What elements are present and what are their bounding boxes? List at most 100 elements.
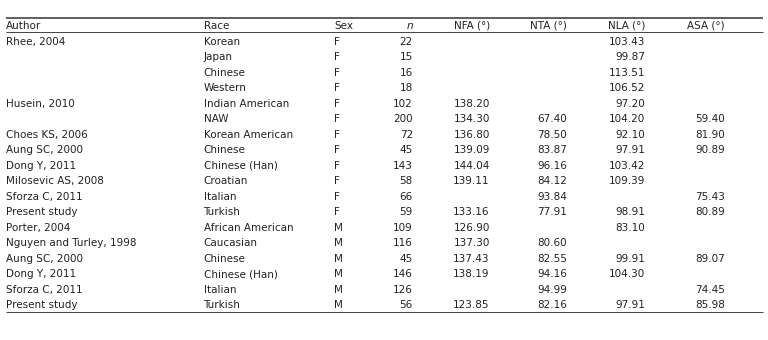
Text: F: F bbox=[334, 176, 340, 186]
Text: 138.20: 138.20 bbox=[453, 99, 490, 108]
Text: F: F bbox=[334, 83, 340, 93]
Text: Sforza C, 2011: Sforza C, 2011 bbox=[6, 285, 83, 295]
Text: 103.43: 103.43 bbox=[609, 37, 645, 47]
Text: 136.80: 136.80 bbox=[453, 130, 490, 140]
Text: Milosevic AS, 2008: Milosevic AS, 2008 bbox=[6, 176, 104, 186]
Text: Sex: Sex bbox=[334, 21, 353, 31]
Text: F: F bbox=[334, 68, 340, 78]
Text: NAW: NAW bbox=[204, 114, 228, 124]
Text: F: F bbox=[334, 37, 340, 47]
Text: Italian: Italian bbox=[204, 285, 236, 295]
Text: 74.45: 74.45 bbox=[695, 285, 725, 295]
Text: 113.51: 113.51 bbox=[608, 68, 645, 78]
Text: Present study: Present study bbox=[6, 207, 78, 217]
Text: Chinese (Han): Chinese (Han) bbox=[204, 160, 277, 171]
Text: 123.85: 123.85 bbox=[453, 300, 490, 310]
Text: 96.16: 96.16 bbox=[537, 160, 567, 171]
Text: M: M bbox=[334, 285, 343, 295]
Text: Italian: Italian bbox=[204, 192, 236, 202]
Text: 45: 45 bbox=[399, 254, 413, 264]
Text: Korean American: Korean American bbox=[204, 130, 293, 140]
Text: 59.40: 59.40 bbox=[695, 114, 725, 124]
Text: Porter, 2004: Porter, 2004 bbox=[6, 223, 71, 233]
Text: 93.84: 93.84 bbox=[537, 192, 567, 202]
Text: 106.52: 106.52 bbox=[609, 83, 645, 93]
Text: African American: African American bbox=[204, 223, 293, 233]
Text: ASA (°): ASA (°) bbox=[687, 21, 725, 31]
Text: 81.90: 81.90 bbox=[695, 130, 725, 140]
Text: n: n bbox=[406, 21, 413, 31]
Text: 104.30: 104.30 bbox=[609, 269, 645, 279]
Text: 144.04: 144.04 bbox=[453, 160, 490, 171]
Text: Choes KS, 2006: Choes KS, 2006 bbox=[6, 130, 88, 140]
Text: M: M bbox=[334, 300, 343, 310]
Text: 134.30: 134.30 bbox=[453, 114, 490, 124]
Text: Chinese: Chinese bbox=[204, 68, 246, 78]
Text: 66: 66 bbox=[399, 192, 413, 202]
Text: 143: 143 bbox=[393, 160, 413, 171]
Text: 67.40: 67.40 bbox=[537, 114, 567, 124]
Text: 84.12: 84.12 bbox=[537, 176, 567, 186]
Text: M: M bbox=[334, 254, 343, 264]
Text: 99.91: 99.91 bbox=[615, 254, 645, 264]
Text: 56: 56 bbox=[399, 300, 413, 310]
Text: 102: 102 bbox=[393, 99, 413, 108]
Text: M: M bbox=[334, 223, 343, 233]
Text: 97.20: 97.20 bbox=[615, 99, 645, 108]
Text: 146: 146 bbox=[393, 269, 413, 279]
Text: F: F bbox=[334, 192, 340, 202]
Text: 83.87: 83.87 bbox=[537, 145, 567, 155]
Text: 116: 116 bbox=[393, 238, 413, 248]
Text: 58: 58 bbox=[399, 176, 413, 186]
Text: Western: Western bbox=[204, 83, 247, 93]
Text: M: M bbox=[334, 238, 343, 248]
Text: Aung SC, 2000: Aung SC, 2000 bbox=[6, 254, 83, 264]
Text: Chinese: Chinese bbox=[204, 254, 246, 264]
Text: 89.07: 89.07 bbox=[695, 254, 725, 264]
Text: 109: 109 bbox=[393, 223, 413, 233]
Text: NTA (°): NTA (°) bbox=[530, 21, 567, 31]
Text: Race: Race bbox=[204, 21, 229, 31]
Text: F: F bbox=[334, 145, 340, 155]
Text: F: F bbox=[334, 160, 340, 171]
Text: Chinese: Chinese bbox=[204, 145, 246, 155]
Text: Caucasian: Caucasian bbox=[204, 238, 257, 248]
Text: Turkish: Turkish bbox=[204, 207, 240, 217]
Text: 99.87: 99.87 bbox=[615, 52, 645, 62]
Text: Croatian: Croatian bbox=[204, 176, 248, 186]
Text: 97.91: 97.91 bbox=[615, 145, 645, 155]
Text: 109.39: 109.39 bbox=[609, 176, 645, 186]
Text: 103.42: 103.42 bbox=[609, 160, 645, 171]
Text: Indian American: Indian American bbox=[204, 99, 289, 108]
Text: Author: Author bbox=[6, 21, 41, 31]
Text: 138.19: 138.19 bbox=[453, 269, 490, 279]
Text: Nguyen and Turley, 1998: Nguyen and Turley, 1998 bbox=[6, 238, 137, 248]
Text: Dong Y, 2011: Dong Y, 2011 bbox=[6, 160, 76, 171]
Text: F: F bbox=[334, 130, 340, 140]
Text: Dong Y, 2011: Dong Y, 2011 bbox=[6, 269, 76, 279]
Text: 16: 16 bbox=[399, 68, 413, 78]
Text: Aung SC, 2000: Aung SC, 2000 bbox=[6, 145, 83, 155]
Text: F: F bbox=[334, 114, 340, 124]
Text: 126.90: 126.90 bbox=[453, 223, 490, 233]
Text: 98.91: 98.91 bbox=[615, 207, 645, 217]
Text: 94.16: 94.16 bbox=[537, 269, 567, 279]
Text: NLA (°): NLA (°) bbox=[607, 21, 645, 31]
Text: Japan: Japan bbox=[204, 52, 233, 62]
Text: 83.10: 83.10 bbox=[615, 223, 645, 233]
Text: 133.16: 133.16 bbox=[453, 207, 490, 217]
Text: 85.98: 85.98 bbox=[695, 300, 725, 310]
Text: 75.43: 75.43 bbox=[695, 192, 725, 202]
Text: F: F bbox=[334, 99, 340, 108]
Text: Present study: Present study bbox=[6, 300, 78, 310]
Text: 90.89: 90.89 bbox=[695, 145, 725, 155]
Text: 137.43: 137.43 bbox=[453, 254, 490, 264]
Text: 139.11: 139.11 bbox=[453, 176, 490, 186]
Text: 139.09: 139.09 bbox=[453, 145, 490, 155]
Text: 18: 18 bbox=[399, 83, 413, 93]
Text: NFA (°): NFA (°) bbox=[454, 21, 490, 31]
Text: 80.60: 80.60 bbox=[538, 238, 567, 248]
Text: 82.16: 82.16 bbox=[537, 300, 567, 310]
Text: 78.50: 78.50 bbox=[537, 130, 567, 140]
Text: Husein, 2010: Husein, 2010 bbox=[6, 99, 75, 108]
